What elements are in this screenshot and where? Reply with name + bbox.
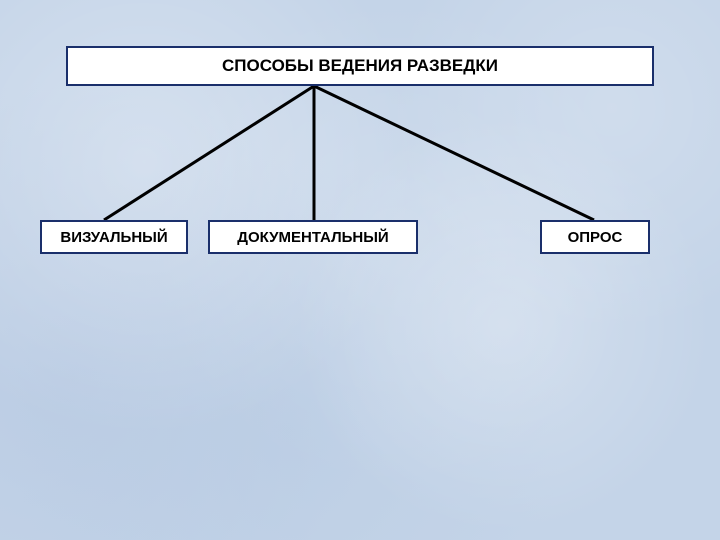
root-label: СПОСОБЫ ВЕДЕНИЯ РАЗВЕДКИ (222, 56, 498, 76)
child-node-visual: ВИЗУАЛЬНЫЙ (40, 220, 188, 254)
root-node: СПОСОБЫ ВЕДЕНИЯ РАЗВЕДКИ (66, 46, 654, 86)
child-label-visual: ВИЗУАЛЬНЫЙ (60, 229, 167, 246)
child-label-documentary: ДОКУМЕНТАЛЬНЫЙ (237, 229, 388, 246)
child-node-documentary: ДОКУМЕНТАЛЬНЫЙ (208, 220, 418, 254)
child-node-survey: ОПРОС (540, 220, 650, 254)
child-label-survey: ОПРОС (568, 229, 623, 246)
